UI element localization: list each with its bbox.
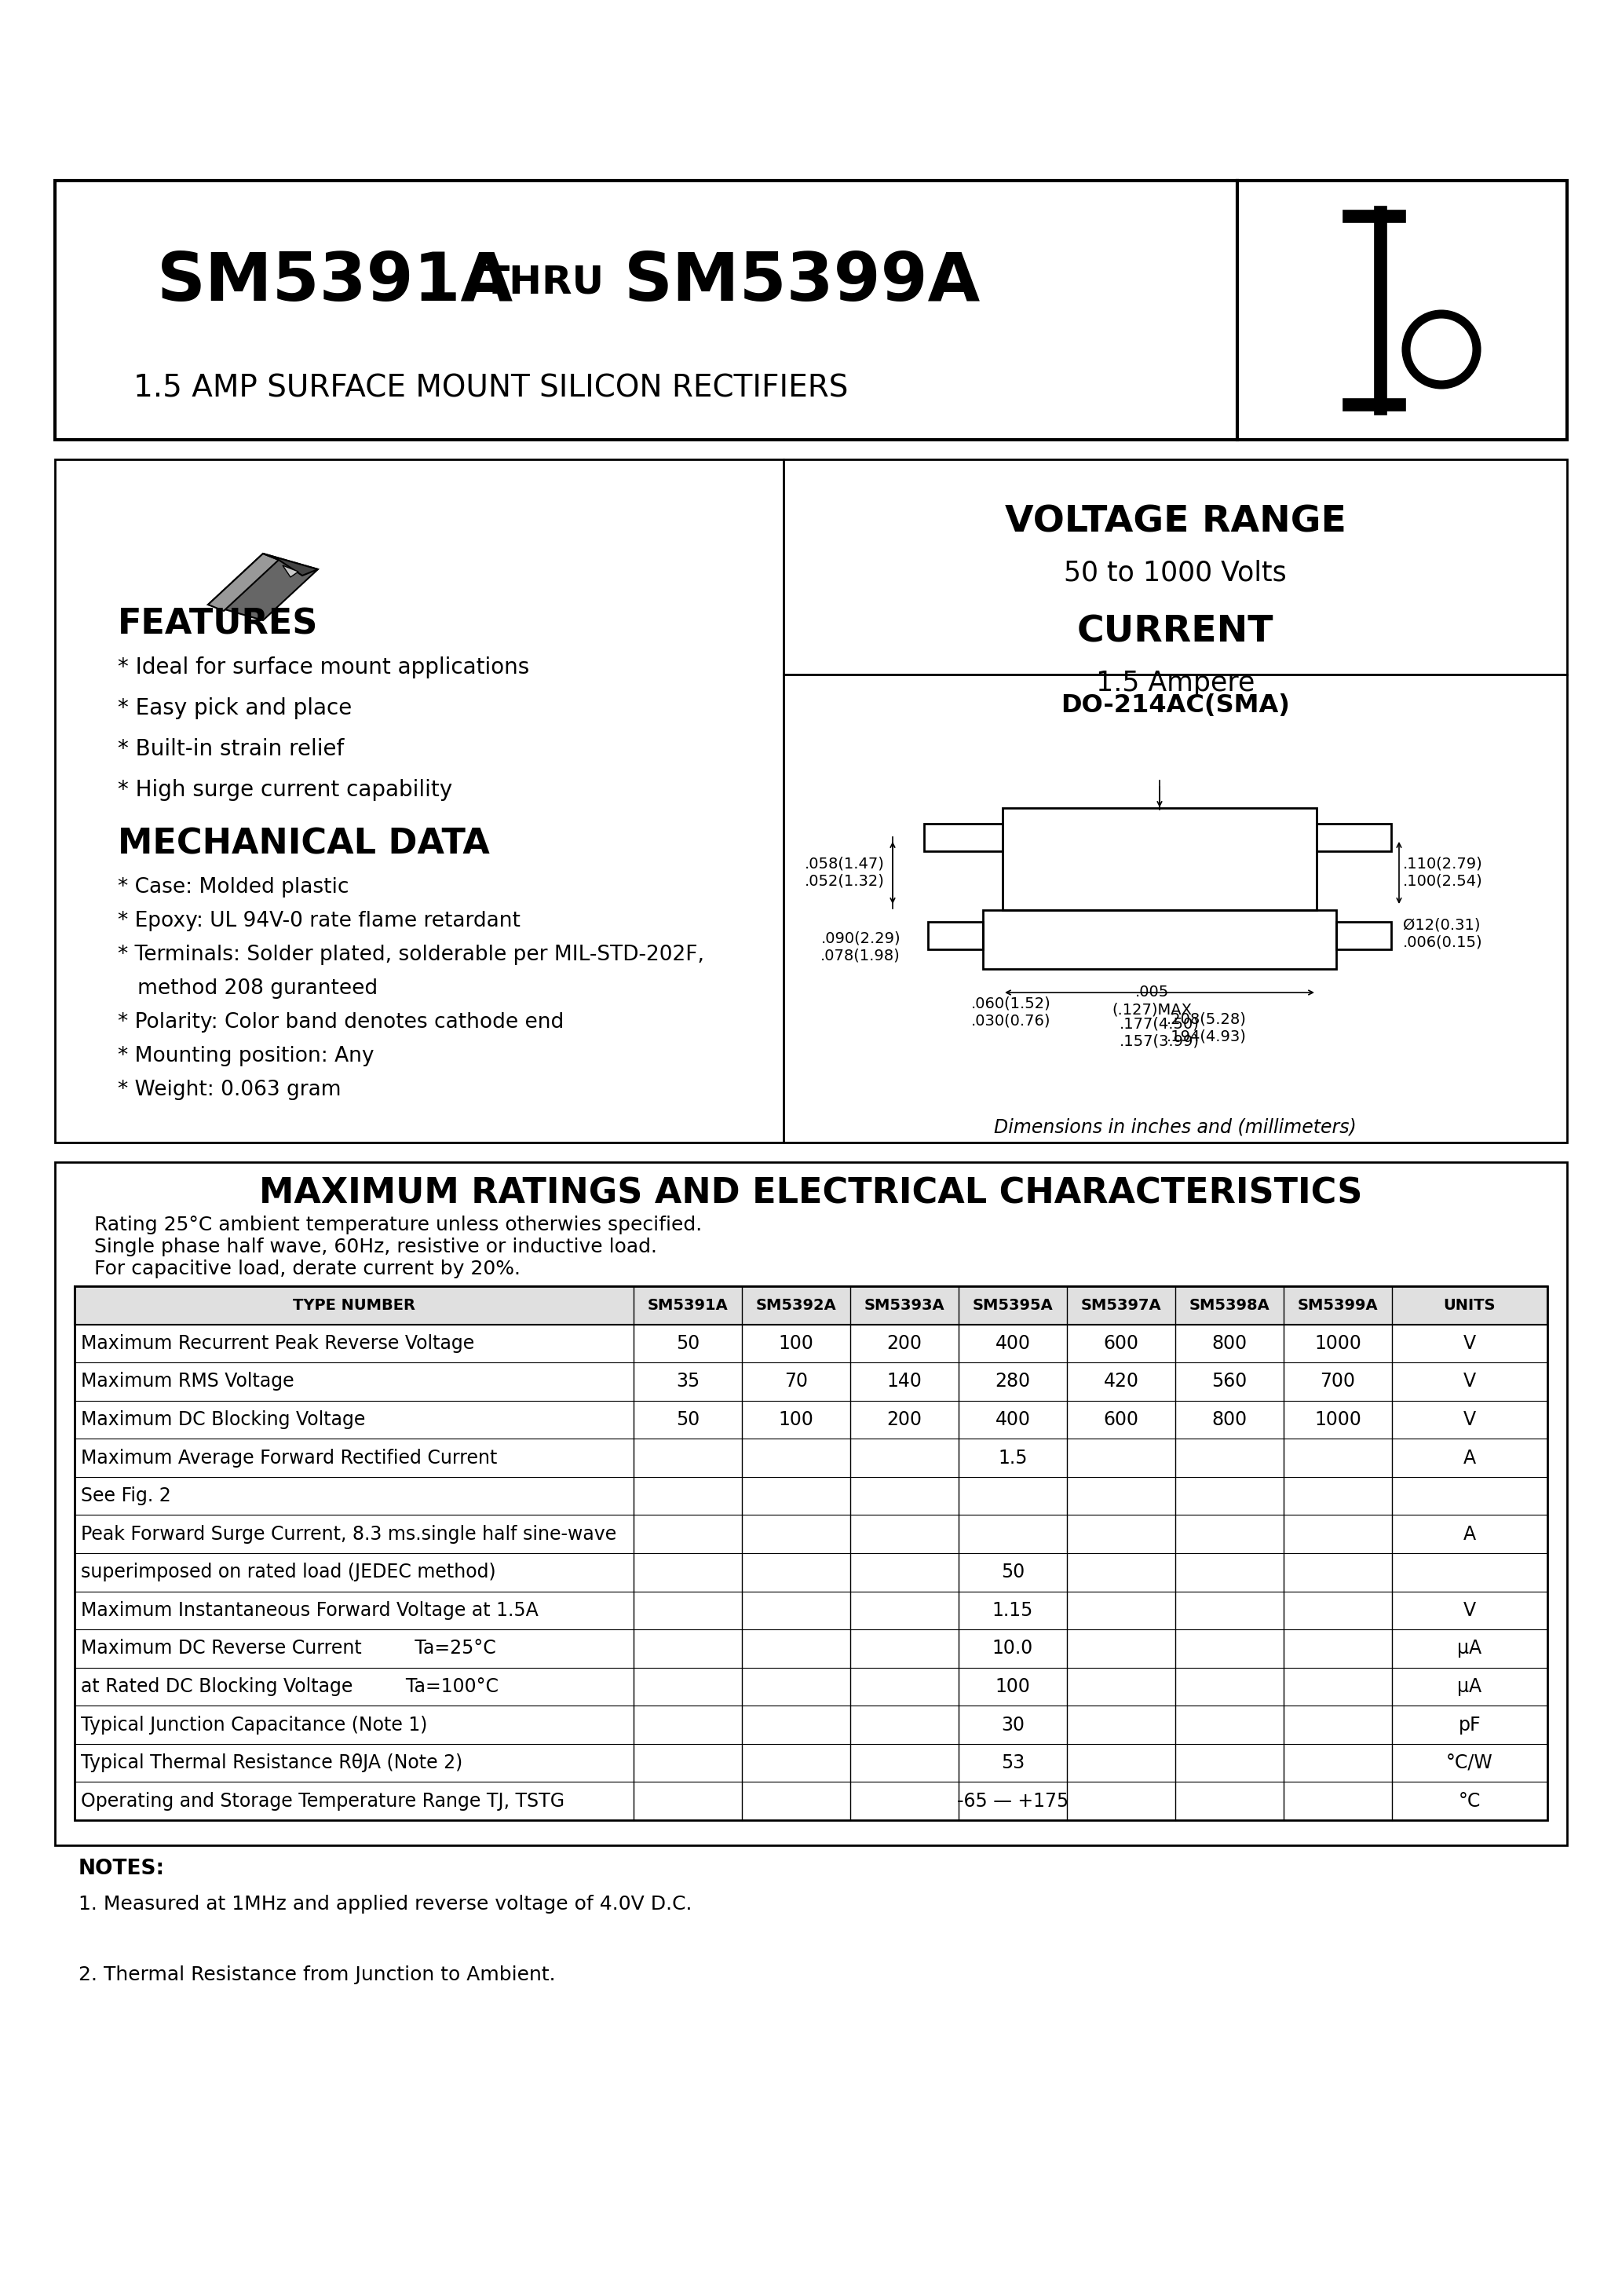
Text: Rating 25°C ambient temperature unless otherwies specified.: Rating 25°C ambient temperature unless o… bbox=[94, 1215, 702, 1235]
Text: * Ideal for surface mount applications: * Ideal for surface mount applications bbox=[118, 657, 529, 677]
Text: Maximum RMS Voltage: Maximum RMS Voltage bbox=[81, 1373, 294, 1391]
Text: .177(4.50)
.157(3.99): .177(4.50) .157(3.99) bbox=[1119, 1017, 1200, 1049]
Text: Dimensions in inches and (millimeters): Dimensions in inches and (millimeters) bbox=[994, 1118, 1356, 1137]
Polygon shape bbox=[263, 553, 318, 576]
Text: VOLTAGE RANGE: VOLTAGE RANGE bbox=[1004, 505, 1346, 540]
Text: V: V bbox=[1463, 1334, 1476, 1352]
Text: * Terminals: Solder plated, solderable per MIL-STD-202F,: * Terminals: Solder plated, solderable p… bbox=[118, 944, 704, 964]
Text: method 208 guranteed: method 208 guranteed bbox=[118, 978, 378, 999]
Text: 400: 400 bbox=[996, 1334, 1030, 1352]
Text: 10.0: 10.0 bbox=[993, 1639, 1033, 1658]
Text: 1.5 Ampere: 1.5 Ampere bbox=[1096, 670, 1255, 696]
Text: * Mounting position: Any: * Mounting position: Any bbox=[118, 1047, 375, 1065]
Bar bbox=[75, 1286, 1547, 1325]
Text: FEATURES: FEATURES bbox=[118, 608, 318, 641]
Text: For capacitive load, derate current by 20%.: For capacitive load, derate current by 2… bbox=[94, 1261, 521, 1279]
Text: .090(2.29)
.078(1.98): .090(2.29) .078(1.98) bbox=[821, 930, 900, 962]
Text: Maximum DC Reverse Current         Ta=25°C: Maximum DC Reverse Current Ta=25°C bbox=[81, 1639, 496, 1658]
Text: 600: 600 bbox=[1103, 1410, 1139, 1428]
Text: DO-214AC(SMA): DO-214AC(SMA) bbox=[1061, 693, 1289, 719]
Text: 50: 50 bbox=[676, 1334, 699, 1352]
Text: 200: 200 bbox=[887, 1410, 921, 1428]
Text: A: A bbox=[1463, 1525, 1476, 1543]
Text: Operating and Storage Temperature Range TJ, TSTG: Operating and Storage Temperature Range … bbox=[81, 1791, 564, 1812]
Bar bbox=[75, 1286, 1547, 1325]
Text: Maximum DC Blocking Voltage: Maximum DC Blocking Voltage bbox=[81, 1410, 365, 1428]
Text: 1000: 1000 bbox=[1314, 1410, 1361, 1428]
Text: 100: 100 bbox=[779, 1410, 814, 1428]
Text: TYPE NUMBER: TYPE NUMBER bbox=[294, 1297, 415, 1313]
Bar bbox=[55, 1162, 1567, 1846]
Bar bbox=[1317, 824, 1392, 852]
Text: SM5399A: SM5399A bbox=[1298, 1297, 1379, 1313]
Text: See Fig. 2: See Fig. 2 bbox=[81, 1486, 170, 1506]
Text: 140: 140 bbox=[887, 1373, 921, 1391]
Text: Ø12(0.31)
.006(0.15): Ø12(0.31) .006(0.15) bbox=[1403, 918, 1483, 951]
Text: * Easy pick and place: * Easy pick and place bbox=[118, 698, 352, 719]
Text: °C/W: °C/W bbox=[1447, 1754, 1494, 1773]
Text: 800: 800 bbox=[1212, 1334, 1247, 1352]
Text: SM5391A: SM5391A bbox=[157, 250, 514, 315]
Bar bbox=[75, 1286, 1547, 1821]
Text: 100: 100 bbox=[996, 1678, 1030, 1697]
Text: °C: °C bbox=[1458, 1791, 1481, 1812]
Text: NOTES:: NOTES: bbox=[78, 1860, 165, 1878]
Text: 1.5 AMP SURFACE MOUNT SILICON RECTIFIERS: 1.5 AMP SURFACE MOUNT SILICON RECTIFIERS bbox=[133, 374, 848, 404]
Text: 420: 420 bbox=[1103, 1373, 1139, 1391]
Bar bbox=[928, 923, 983, 948]
Text: 200: 200 bbox=[887, 1334, 921, 1352]
Text: V: V bbox=[1463, 1600, 1476, 1619]
Text: .110(2.79)
.100(2.54): .110(2.79) .100(2.54) bbox=[1403, 856, 1483, 889]
Bar bbox=[983, 909, 1337, 969]
Text: 1. Measured at 1MHz and applied reverse voltage of 4.0V D.C.: 1. Measured at 1MHz and applied reverse … bbox=[78, 1894, 693, 1913]
Text: SM5395A: SM5395A bbox=[973, 1297, 1053, 1313]
Text: UNITS: UNITS bbox=[1444, 1297, 1495, 1313]
Text: 35: 35 bbox=[676, 1373, 699, 1391]
Text: Maximum Average Forward Rectified Current: Maximum Average Forward Rectified Curren… bbox=[81, 1449, 498, 1467]
Text: CURRENT: CURRENT bbox=[1077, 615, 1273, 650]
Text: Maximum Recurrent Peak Reverse Voltage: Maximum Recurrent Peak Reverse Voltage bbox=[81, 1334, 474, 1352]
Text: Maximum Instantaneous Forward Voltage at 1.5A: Maximum Instantaneous Forward Voltage at… bbox=[81, 1600, 539, 1619]
Text: A: A bbox=[1463, 1449, 1476, 1467]
Text: 2. Thermal Resistance from Junction to Ambient.: 2. Thermal Resistance from Junction to A… bbox=[78, 1965, 556, 1984]
Text: .060(1.52)
.030(0.76): .060(1.52) .030(0.76) bbox=[972, 996, 1051, 1029]
Text: 1000: 1000 bbox=[1314, 1334, 1361, 1352]
Text: 560: 560 bbox=[1212, 1373, 1247, 1391]
Polygon shape bbox=[208, 553, 318, 620]
Text: * Case: Molded plastic: * Case: Molded plastic bbox=[118, 877, 349, 898]
Text: 1.15: 1.15 bbox=[993, 1600, 1033, 1619]
Text: -65 — +175: -65 — +175 bbox=[957, 1791, 1069, 1812]
Text: * Built-in strain relief: * Built-in strain relief bbox=[118, 737, 344, 760]
Text: superimposed on rated load (JEDEC method): superimposed on rated load (JEDEC method… bbox=[81, 1564, 496, 1582]
Text: THRU: THRU bbox=[483, 264, 605, 301]
Text: 50: 50 bbox=[676, 1410, 699, 1428]
Text: μA: μA bbox=[1458, 1678, 1483, 1697]
Text: 53: 53 bbox=[1001, 1754, 1025, 1773]
Text: μA: μA bbox=[1458, 1639, 1483, 1658]
Text: 800: 800 bbox=[1212, 1410, 1247, 1428]
Bar bbox=[55, 181, 1567, 441]
Text: * High surge current capability: * High surge current capability bbox=[118, 778, 453, 801]
Text: 30: 30 bbox=[1001, 1715, 1025, 1733]
Text: 50: 50 bbox=[1001, 1564, 1025, 1582]
Text: 70: 70 bbox=[785, 1373, 808, 1391]
Bar bbox=[1002, 808, 1317, 909]
Text: * Weight: 0.063 gram: * Weight: 0.063 gram bbox=[118, 1079, 341, 1100]
Text: .058(1.47)
.052(1.32): .058(1.47) .052(1.32) bbox=[805, 856, 884, 889]
Text: V: V bbox=[1463, 1373, 1476, 1391]
Text: MAXIMUM RATINGS AND ELECTRICAL CHARACTERISTICS: MAXIMUM RATINGS AND ELECTRICAL CHARACTER… bbox=[260, 1176, 1362, 1210]
Text: Peak Forward Surge Current, 8.3 ms.single half sine-wave: Peak Forward Surge Current, 8.3 ms.singl… bbox=[81, 1525, 616, 1543]
Text: SM5392A: SM5392A bbox=[756, 1297, 837, 1313]
Text: SM5397A: SM5397A bbox=[1080, 1297, 1161, 1313]
Text: 400: 400 bbox=[996, 1410, 1030, 1428]
Polygon shape bbox=[208, 553, 279, 611]
Text: 1.5: 1.5 bbox=[998, 1449, 1027, 1467]
Text: 600: 600 bbox=[1103, 1334, 1139, 1352]
Bar bbox=[55, 459, 1567, 1143]
Text: * Epoxy: UL 94V-0 rate flame retardant: * Epoxy: UL 94V-0 rate flame retardant bbox=[118, 912, 521, 932]
Bar bbox=[1337, 923, 1392, 948]
Text: .005
(.127)MAX: .005 (.127)MAX bbox=[1111, 985, 1192, 1017]
Text: .208(5.28)
.194(4.93): .208(5.28) .194(4.93) bbox=[1166, 1013, 1247, 1045]
Text: SM5391A: SM5391A bbox=[647, 1297, 728, 1313]
Text: pF: pF bbox=[1458, 1715, 1481, 1733]
